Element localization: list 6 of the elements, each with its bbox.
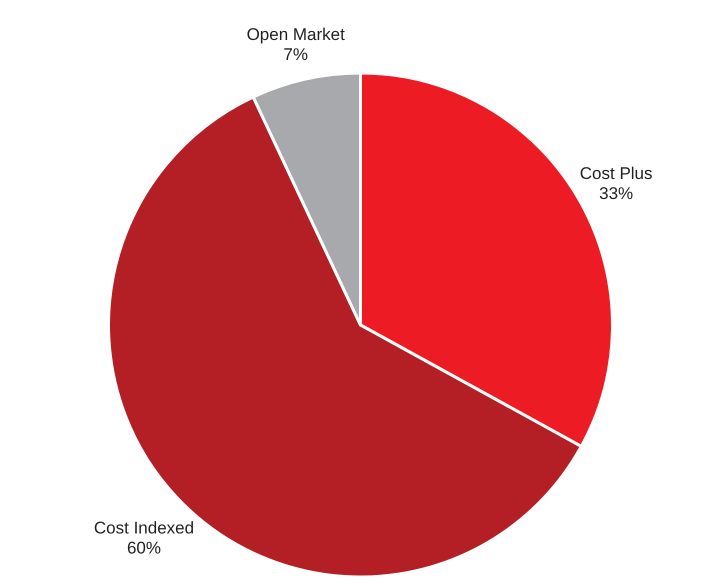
slice-label: Cost Plus: [580, 164, 653, 183]
data-label: 7%: [283, 45, 308, 64]
slice-label: Open Market: [246, 25, 346, 44]
data-label: 60%: [126, 538, 162, 558]
slice-label: Cost Indexed: [94, 518, 194, 538]
data-label: 33%: [599, 184, 634, 203]
